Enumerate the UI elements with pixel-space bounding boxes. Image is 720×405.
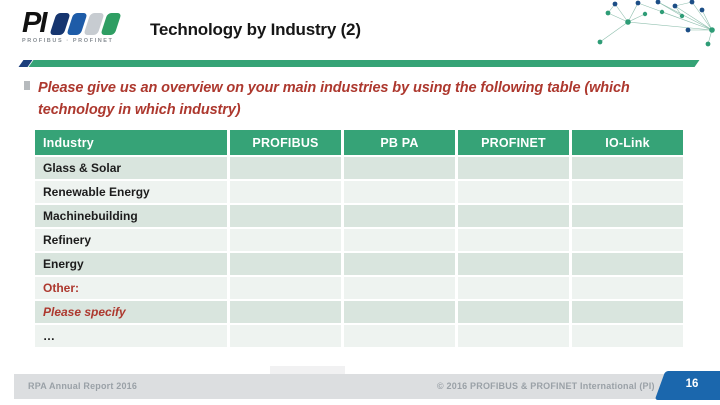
table-cell-empty	[344, 325, 455, 347]
table-cell-empty	[230, 277, 341, 299]
table-cell-empty	[458, 277, 569, 299]
footer-report-label: RPA Annual Report 2016	[28, 381, 138, 391]
column-header: PROFINET	[458, 130, 569, 155]
logo-subtext: PROFIBUS · PROFINET	[22, 38, 114, 44]
slide-title: Technology by Industry (2)	[150, 20, 361, 39]
bullet-icon	[24, 81, 30, 90]
table-cell-empty	[230, 229, 341, 251]
network-decoration-icon	[597, 0, 715, 47]
table-cell-empty	[344, 205, 455, 227]
table-cell-empty	[572, 157, 683, 179]
table-cell-empty	[572, 301, 683, 323]
column-header: PB PA	[344, 130, 455, 155]
logo-shape-green-icon	[100, 13, 122, 35]
row-label-cell: Energy	[35, 253, 227, 275]
table-cell-empty	[230, 157, 341, 179]
column-header: IO-Link	[572, 130, 683, 155]
table-cell-empty	[230, 181, 341, 203]
row-label-cell: Machinebuilding	[35, 205, 227, 227]
divider-bar	[28, 60, 700, 67]
row-label-cell: Renewable Energy	[35, 181, 227, 203]
intro-bullet-block: Please give us an overview on your main …	[24, 77, 684, 122]
table-cell-empty	[344, 301, 455, 323]
table-cell-empty	[458, 301, 569, 323]
table-cell-empty	[458, 205, 569, 227]
logo-text: PI	[22, 7, 47, 39]
row-label-cell: Refinery	[35, 229, 227, 251]
table-cell-empty	[572, 205, 683, 227]
table-cell-empty	[344, 181, 455, 203]
page-number: 16	[685, 378, 699, 390]
row-label-cell: Other:	[35, 277, 227, 299]
column-header: PROFIBUS	[230, 130, 341, 155]
table-cell-empty	[572, 229, 683, 251]
industry-technology-table: Industry PROFIBUS PB PA PROFINET IO-Link Glas…	[35, 130, 683, 347]
table-cell-empty	[572, 181, 683, 203]
table-cell-empty	[458, 229, 569, 251]
table-cell-empty	[230, 253, 341, 275]
intro-text: Please give us an overview on your main …	[38, 80, 630, 119]
table-cell-empty	[230, 301, 341, 323]
table-cell-empty	[344, 229, 455, 251]
footer-copyright: © 2016 PROFIBUS & PROFINET International…	[437, 381, 655, 391]
content-placeholder-edge	[270, 366, 345, 375]
table-cell-empty	[458, 253, 569, 275]
row-label-cell: …	[35, 325, 227, 347]
table-cell-empty	[458, 325, 569, 347]
table-cell-empty	[230, 205, 341, 227]
table-cell-empty	[344, 157, 455, 179]
column-header: Industry	[35, 130, 227, 155]
table-cell-empty	[572, 325, 683, 347]
table-cell-empty	[458, 157, 569, 179]
table-cell-empty	[344, 277, 455, 299]
row-label-cell: Glass & Solar	[35, 157, 227, 179]
table-cell-empty	[458, 181, 569, 203]
pi-logo: PI PROFIBUS · PROFINET	[22, 9, 132, 44]
table-cell-empty	[344, 253, 455, 275]
table-cell-empty	[572, 277, 683, 299]
row-label-cell: Please specify	[35, 301, 227, 323]
footer-bar	[14, 374, 666, 399]
table-cell-empty	[572, 253, 683, 275]
table-cell-empty	[230, 325, 341, 347]
